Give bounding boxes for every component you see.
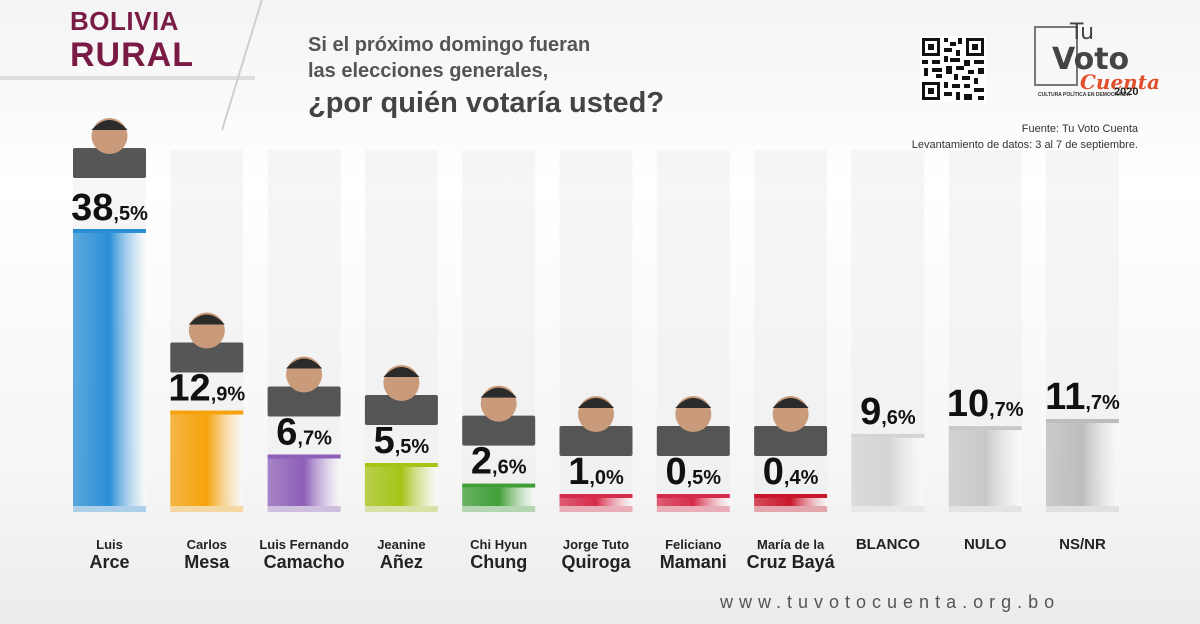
region-line2: RURAL — [70, 36, 194, 74]
value-label-7: 0,4% — [763, 451, 819, 493]
category-label-line2: Añez — [380, 552, 423, 572]
bar-5 — [559, 498, 633, 506]
candidate-photo-icon — [267, 356, 341, 417]
bar-8 — [851, 437, 925, 506]
bar-top-strip — [656, 494, 730, 498]
candidate-photo-icon — [754, 396, 828, 456]
bar-0 — [73, 233, 146, 506]
bar-2 — [267, 458, 341, 506]
bar-1 — [170, 414, 244, 506]
value-label-10: 11,7% — [1045, 376, 1120, 418]
bar-base — [656, 506, 730, 512]
question-line1: Si el próximo domingo fueran — [308, 34, 591, 56]
region-line1: BOLIVIA — [70, 6, 179, 36]
bar-10 — [1046, 423, 1119, 506]
bar-3 — [364, 467, 438, 506]
bar-base — [754, 506, 828, 512]
category-label-line1: Chi Hyun — [470, 537, 527, 552]
value-label-3: 5,5% — [374, 420, 430, 462]
category-label-line2: Cruz Bayá — [747, 552, 836, 572]
value-label-0: 38,5% — [71, 187, 148, 229]
category-label-line1: Luis Fernando — [259, 537, 349, 552]
qr-code-icon — [920, 36, 986, 102]
bar-top-strip — [364, 463, 438, 467]
source-line1: Fuente: Tu Voto Cuenta — [1021, 123, 1138, 135]
category-label-line2: Mesa — [184, 552, 230, 572]
candidate-photo-icon — [170, 312, 244, 373]
value-label-1: 12,9% — [168, 368, 245, 410]
question: Si el próximo domingo fueran las eleccio… — [308, 32, 664, 122]
category-label-line1: Luis — [96, 537, 123, 552]
bar-9 — [948, 430, 1022, 506]
category-label-line2: Camacho — [264, 552, 345, 572]
bar-base — [170, 506, 244, 512]
value-label-4: 2,6% — [471, 441, 527, 483]
bar-base — [364, 506, 438, 512]
column-bg — [267, 150, 341, 506]
category-label-line1: María de la — [757, 537, 825, 552]
category-label-line2: Arce — [89, 552, 129, 572]
bar-top-strip — [754, 494, 828, 498]
category-label-line1: Jeanine — [377, 537, 425, 552]
value-label-5: 1,0% — [568, 451, 624, 493]
bar-4 — [462, 487, 536, 506]
bar-top-strip — [170, 410, 244, 415]
header-divider — [0, 76, 255, 80]
bar-top-strip — [851, 433, 925, 438]
value-label-6: 0,5% — [665, 451, 721, 493]
category-label-line2: Mamani — [660, 552, 727, 572]
category-label-line2: Quiroga — [561, 552, 631, 572]
value-label-2: 6,7% — [276, 411, 332, 453]
source-note: Fuente: Tu Voto Cuenta Levantamiento de … — [912, 121, 1138, 153]
category-label-line1: Feliciano — [665, 537, 721, 552]
bar-top-strip — [73, 229, 146, 233]
candidate-photo-icon — [462, 385, 536, 446]
candidate-photo-icon — [73, 118, 146, 178]
bar-base — [73, 506, 146, 512]
question-line3: ¿por quién votaría usted? — [308, 87, 665, 119]
category-label-line2: NS/NR — [1059, 536, 1106, 553]
ballot-box-icon — [1034, 26, 1078, 86]
category-label-line2: NULO — [964, 536, 1007, 553]
category-label-line2: BLANCO — [856, 536, 920, 553]
tu-voto-cuenta-logo: Tu Voto Cuenta 2020 CULTURA POLÍTICA EN … — [1034, 20, 1160, 104]
bar-base — [462, 506, 536, 512]
category-label-line2: Chung — [470, 552, 527, 572]
question-line2: las elecciones generales, — [308, 60, 549, 82]
bar-top-strip — [462, 483, 536, 488]
candidate-photo-icon — [364, 365, 438, 425]
category-label-line1: Carlos — [187, 537, 227, 552]
bar-base — [1046, 506, 1119, 512]
value-label-9: 10,7% — [947, 383, 1024, 425]
candidate-photo-icon — [656, 396, 730, 456]
bar-base — [851, 506, 925, 512]
bar-top-strip — [948, 426, 1022, 431]
bar-top-strip — [559, 494, 633, 498]
bar-base — [948, 506, 1022, 512]
bar-top-strip — [1046, 419, 1119, 424]
website-url: www.tuvotocuenta.org.bo — [720, 592, 1061, 612]
bar-7 — [754, 498, 828, 506]
column-bg — [364, 150, 438, 506]
region-title: BOLIVIA RURAL — [70, 8, 194, 72]
bar-base — [267, 506, 341, 512]
bar-base — [559, 506, 633, 512]
candidate-photo-icon — [559, 396, 633, 456]
bar-6 — [656, 498, 730, 506]
source-line2: Levantamiento de datos: 3 al 7 de septie… — [911, 139, 1138, 151]
bar-top-strip — [267, 454, 341, 459]
column-bg — [462, 150, 536, 506]
category-label-line1: Jorge Tuto — [563, 537, 629, 552]
value-label-8: 9,6% — [860, 391, 916, 433]
